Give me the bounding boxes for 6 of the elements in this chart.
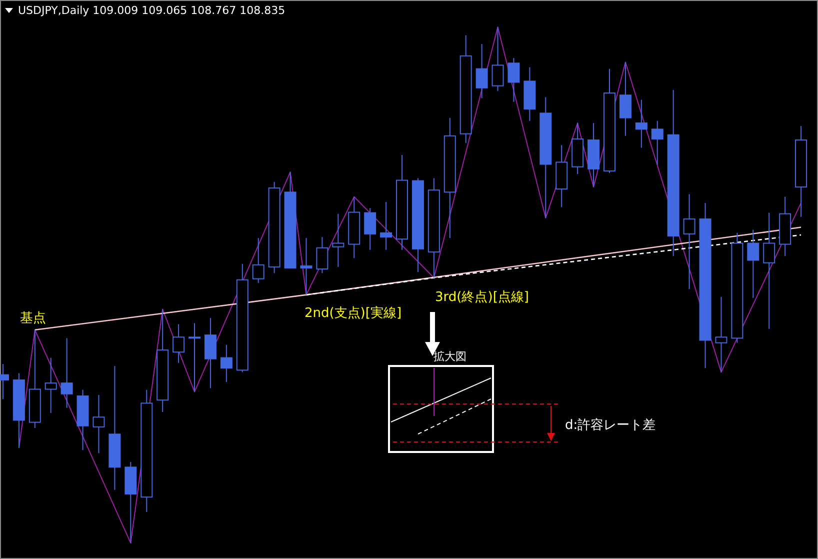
annotation: 拡大図	[434, 350, 466, 363]
annotation: 2nd(支点)[実線]	[304, 305, 402, 321]
chart-title: USDJPY,Daily 109.009 109.065 108.767 108.835	[18, 4, 286, 17]
annotation: 3rd(終点)[点線]	[435, 290, 529, 305]
annotation: d:許容レート差	[565, 417, 656, 433]
annotation: 基点	[20, 311, 46, 326]
